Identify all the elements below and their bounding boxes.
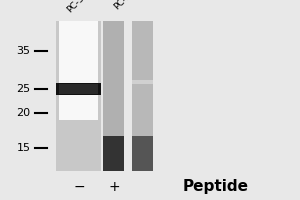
Bar [132, 136, 153, 171]
Bar [58, 21, 98, 120]
Bar [132, 21, 153, 171]
Text: Peptide: Peptide [183, 180, 249, 194]
Bar [132, 80, 153, 84]
Text: +: + [108, 180, 120, 194]
Bar [58, 84, 98, 94]
Bar [103, 136, 124, 171]
Text: 20: 20 [16, 108, 31, 118]
Text: PC-3: PC-3 [112, 0, 133, 11]
Text: 35: 35 [16, 46, 31, 56]
Bar [56, 83, 100, 95]
Text: −: − [74, 180, 85, 194]
Text: 25: 25 [16, 84, 31, 94]
Text: 15: 15 [16, 143, 31, 153]
Bar [56, 21, 100, 171]
Bar [103, 21, 124, 171]
Text: PC-3: PC-3 [66, 0, 87, 14]
